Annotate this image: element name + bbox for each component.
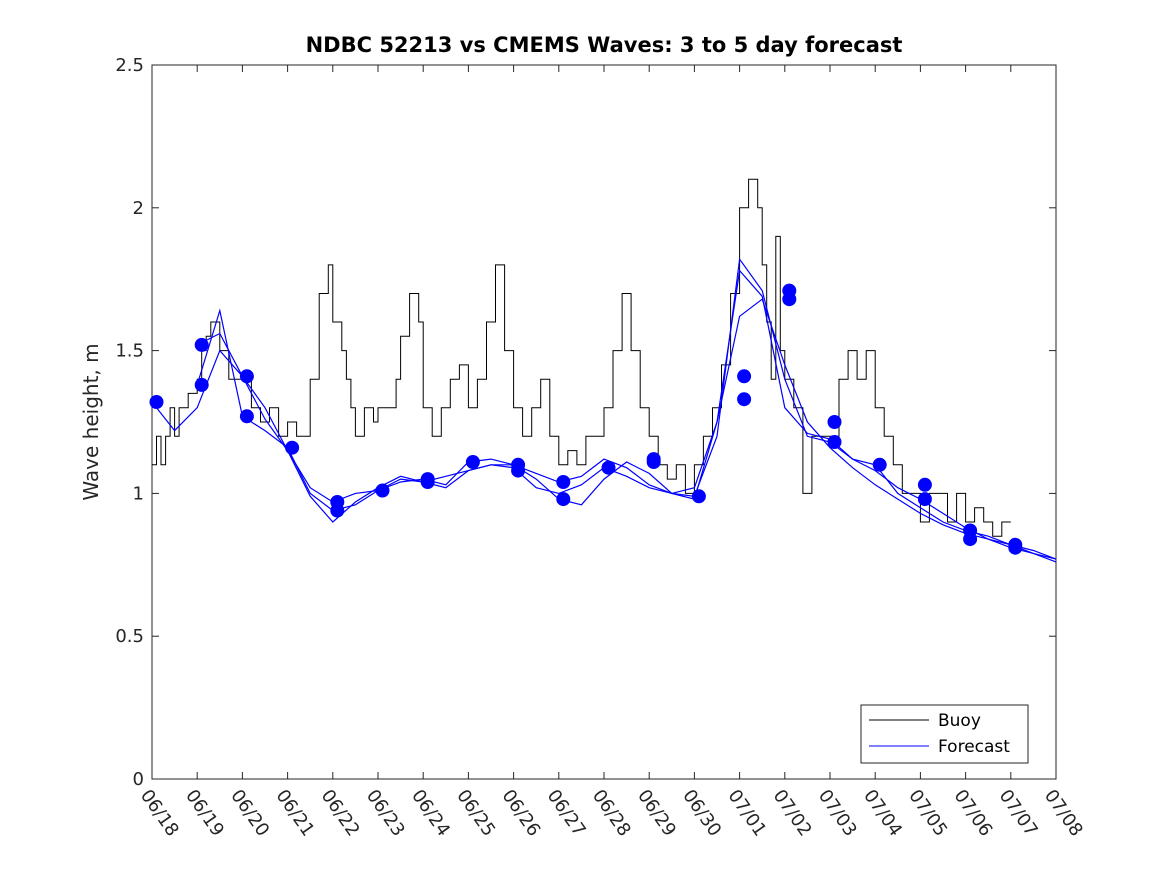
forecast-marker bbox=[330, 503, 345, 518]
forecast-marker bbox=[737, 369, 752, 384]
forecast-marker bbox=[646, 455, 661, 469]
legend-box bbox=[860, 704, 1029, 764]
forecast-marker bbox=[737, 392, 752, 407]
y-tick-label: 0 bbox=[133, 769, 144, 790]
y-tick-label: 2.5 bbox=[115, 55, 144, 76]
legend-forecast-label: Forecast bbox=[938, 737, 1010, 757]
buoy-series-line bbox=[152, 178, 1011, 537]
forecast-marker bbox=[420, 475, 435, 489]
y-axis: 0 0.5 1 1.5 2 2.5 bbox=[115, 55, 1056, 790]
y-tick-label: 1.5 bbox=[115, 341, 144, 362]
forecast-marker bbox=[827, 435, 842, 449]
forecast-marker bbox=[375, 483, 390, 498]
legend: Buoy Forecast bbox=[860, 704, 1029, 764]
forecast-marker bbox=[601, 460, 616, 475]
y-tick-label: 2 bbox=[133, 198, 144, 219]
chart-title: NDBC 52213 vs CMEMS Waves: 3 to 5 day fo… bbox=[306, 33, 903, 57]
forecast-marker bbox=[556, 475, 571, 489]
y-tick-label: 0.5 bbox=[115, 626, 144, 647]
y-tick-label: 1 bbox=[133, 483, 144, 504]
y-axis-label: Wave height, m bbox=[79, 343, 103, 500]
forecast-marker bbox=[194, 337, 209, 352]
forecast-marker bbox=[917, 492, 932, 507]
forecast-marker bbox=[691, 489, 706, 504]
forecast-marker bbox=[239, 369, 254, 384]
legend-buoy-label: Buoy bbox=[938, 711, 981, 731]
series-group bbox=[149, 178, 1057, 563]
forecast-marker bbox=[1008, 540, 1023, 555]
forecast-marker bbox=[963, 532, 978, 547]
forecast-marker bbox=[827, 415, 842, 429]
forecast-marker bbox=[556, 492, 571, 507]
forecast-marker bbox=[511, 463, 526, 478]
forecast-marker bbox=[239, 409, 254, 424]
forecast-marker bbox=[149, 395, 164, 409]
forecast-marker bbox=[285, 440, 300, 455]
forecast-marker bbox=[872, 457, 887, 472]
forecast-marker bbox=[917, 477, 932, 492]
forecast-marker bbox=[194, 377, 209, 392]
forecast-marker bbox=[782, 292, 797, 307]
forecast-marker bbox=[465, 455, 480, 469]
